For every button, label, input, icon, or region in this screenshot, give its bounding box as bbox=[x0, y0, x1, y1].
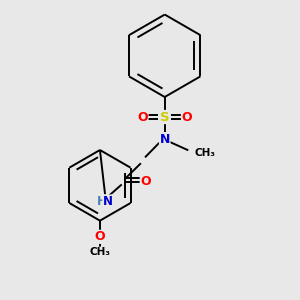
Text: N: N bbox=[103, 195, 113, 208]
Text: O: O bbox=[94, 230, 105, 243]
Text: O: O bbox=[182, 110, 192, 124]
Text: N: N bbox=[160, 133, 170, 146]
Text: O: O bbox=[137, 110, 148, 124]
Text: O: O bbox=[140, 175, 151, 188]
Text: CH₃: CH₃ bbox=[89, 247, 110, 257]
Text: CH₃: CH₃ bbox=[194, 148, 215, 158]
Text: S: S bbox=[160, 110, 169, 124]
Text: H: H bbox=[97, 195, 107, 208]
